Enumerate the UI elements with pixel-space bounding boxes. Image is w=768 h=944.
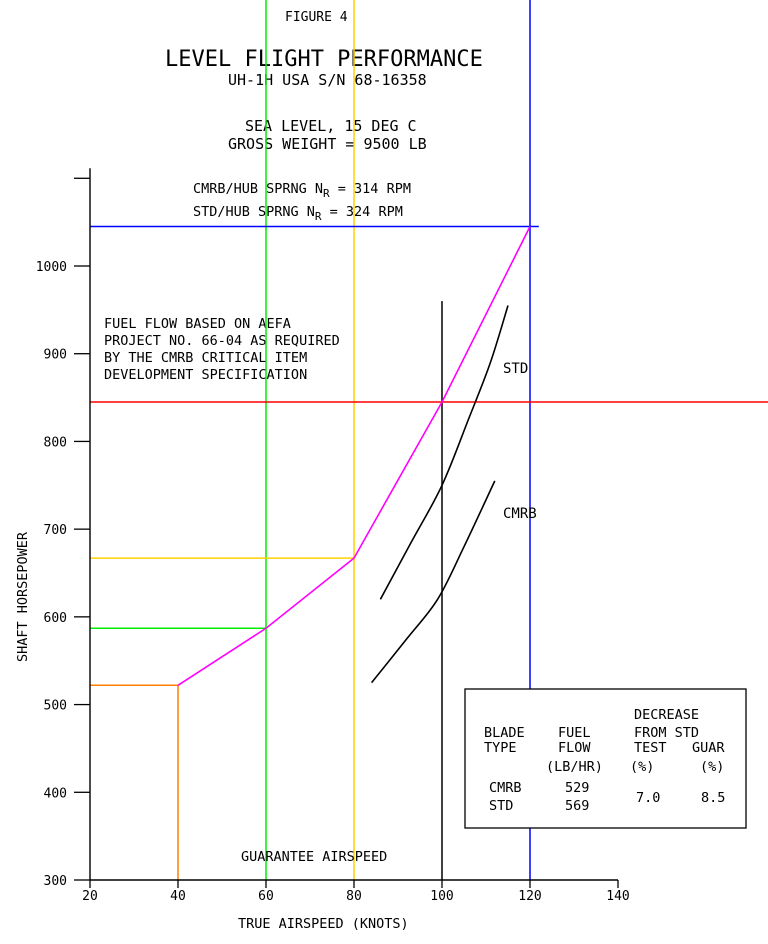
- table-header-guar: GUAR: [692, 740, 725, 756]
- y-tick-label: 700: [44, 523, 67, 538]
- note-line-2: PROJECT NO. 66-04 AS REQUIRED: [104, 333, 340, 349]
- y-tick-label: 300: [44, 874, 67, 889]
- table-header-flow: FLOW: [558, 740, 591, 756]
- table-decrease-guar: 8.5: [701, 790, 725, 806]
- condition-line-2: GROSS WEIGHT = 9500 LB: [228, 135, 427, 153]
- rotor-speed-line-1: CMRB/HUB SPRNG NR = 314 RPM: [193, 181, 411, 200]
- table-header-from-std: FROM STD: [634, 725, 699, 741]
- series-line-cmrb: [370, 480, 496, 684]
- chart-subtitle: UH-1H USA S/N 68-16358: [228, 71, 427, 89]
- note-line-3: BY THE CMRB CRITICAL ITEM: [104, 350, 307, 366]
- x-tick-label: 60: [258, 889, 274, 904]
- condition-line-1: SEA LEVEL, 15 DEG C: [245, 117, 417, 135]
- figure-label: FIGURE 4: [285, 10, 348, 25]
- y-tick-label: 900: [44, 348, 67, 363]
- table-header-test-pct: (%): [630, 759, 654, 775]
- table-header-fuel: FUEL: [558, 725, 591, 741]
- table-row-std-blade: STD: [489, 798, 513, 814]
- series-line-std: [379, 305, 509, 600]
- guarantee-airspeed-label: GUARANTEE AIRSPEED: [241, 849, 387, 865]
- x-tick-label: 80: [346, 889, 362, 904]
- y-tick-label: 600: [44, 611, 67, 626]
- y-tick-label: 500: [44, 699, 67, 714]
- series-label-std: STD: [503, 361, 528, 377]
- table-header-decrease: DECREASE: [634, 707, 699, 723]
- x-tick-label: 100: [430, 889, 453, 904]
- table-border: [464, 688, 747, 829]
- x-tick-label: 120: [518, 889, 541, 904]
- table-header-test: TEST: [634, 740, 667, 756]
- x-tick-label: 140: [606, 889, 629, 904]
- table-row-std-fuel: 569: [565, 798, 589, 814]
- fuel-flow-table: DECREASE BLADE FUEL FROM STD TYPE FLOW T…: [464, 688, 747, 829]
- chart-title: LEVEL FLIGHT PERFORMANCE: [165, 47, 483, 72]
- y-axis-label: SHAFT HORSEPOWER: [15, 531, 31, 662]
- y-tick-label: 1000: [36, 260, 67, 275]
- x-axis-label: TRUE AIRSPEED (KNOTS): [238, 916, 409, 932]
- x-tick-label: 20: [82, 889, 98, 904]
- y-tick-label: 400: [44, 786, 67, 801]
- table-row-cmrb-blade: CMRB: [489, 780, 522, 796]
- table-row-cmrb-fuel: 529: [565, 780, 589, 796]
- y-tick-label: 800: [44, 435, 67, 450]
- series-line-guarantee: [177, 226, 531, 686]
- axes: 300 400 500 600 700 800 900 1000 20 40 60 80 100 120 1…: [36, 168, 630, 904]
- note-line-1: FUEL FLOW BASED ON AEFA: [104, 316, 291, 332]
- series-label-cmrb: CMRB: [503, 506, 537, 522]
- table-decrease-test: 7.0: [636, 790, 660, 806]
- table-header-blade: BLADE: [484, 725, 525, 741]
- fuel-flow-note: FUEL FLOW BASED ON AEFA PROJECT NO. 66-0…: [104, 316, 340, 383]
- table-header-type: TYPE: [484, 740, 517, 756]
- data-series: [177, 226, 531, 686]
- x-tick-label: 40: [170, 889, 186, 904]
- rotor-speed-line-2: STD/HUB SPRNG NR = 324 RPM: [193, 204, 403, 223]
- note-line-4: DEVELOPMENT SPECIFICATION: [104, 367, 307, 383]
- table-header-lbhr: (LB/HR): [546, 759, 603, 775]
- table-header-guar-pct: (%): [700, 759, 724, 775]
